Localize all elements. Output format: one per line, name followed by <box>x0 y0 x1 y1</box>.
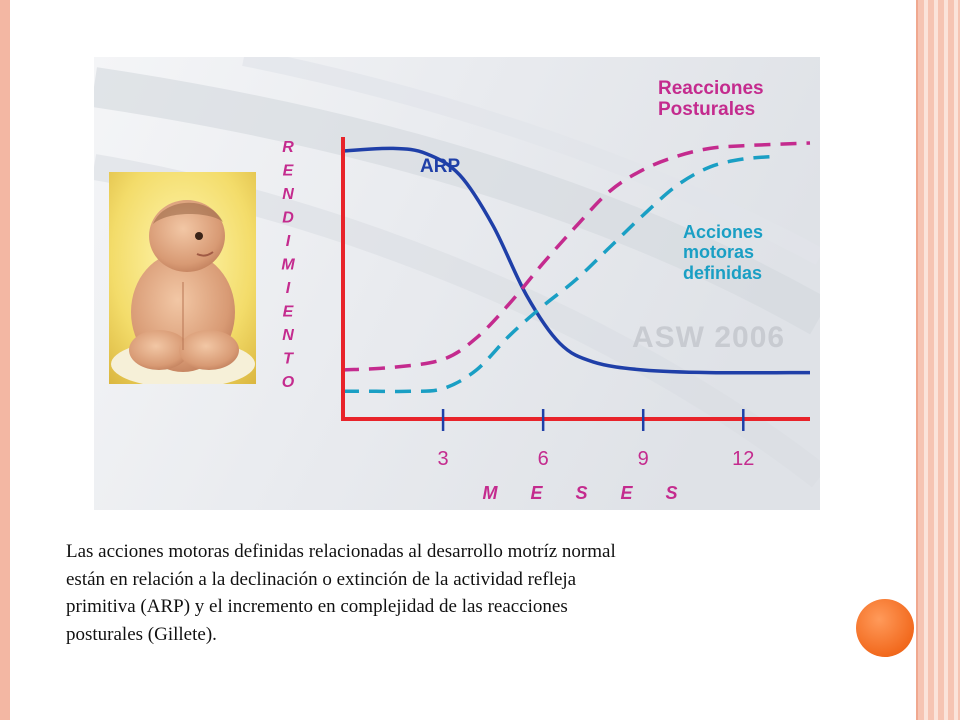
background-swoosh <box>242 57 820 265</box>
series-label-reacciones-line2: Posturales <box>658 99 755 120</box>
y-axis-label-letter: I <box>286 280 291 297</box>
x-tick-label: 12 <box>732 448 754 470</box>
series-label-reacciones-line1: Reacciones <box>658 78 764 99</box>
series-label-acciones-line3: definidas <box>683 263 762 283</box>
y-axis-label-letter: N <box>282 327 294 344</box>
y-axis-label-letter: I <box>286 233 291 250</box>
x-tick-label: 6 <box>538 448 549 470</box>
y-axis-label-letter: M <box>281 257 295 274</box>
caption-line: posturales (Gillete). <box>66 623 217 645</box>
caption-line: primitiva (ARP) y el incremento en compl… <box>66 596 568 617</box>
slide-border-inner <box>916 0 918 720</box>
series-line-acciones-motoras <box>343 154 777 394</box>
x-axis-label: M E S E S <box>482 483 691 503</box>
slide-border-right <box>918 0 960 720</box>
y-axis-label-letter: R <box>282 139 294 156</box>
x-tick-label: 3 <box>438 448 449 470</box>
y-axis-label-letter: D <box>282 210 294 227</box>
series-label-acciones-line2: motoras <box>683 242 754 262</box>
y-axis-label-letter: N <box>282 186 294 203</box>
y-axis-label-letter: O <box>282 374 295 391</box>
x-tick-label: 9 <box>638 448 649 470</box>
watermark: ASW 2006 <box>632 321 785 354</box>
caption-line: Las acciones motoras definidas relaciona… <box>66 541 616 562</box>
series-label-arp: ARP <box>420 156 460 177</box>
orange-dot-decoration <box>856 599 914 657</box>
caption-line: están en relación a la declinación o ext… <box>66 568 577 590</box>
y-axis-label-letter: E <box>283 163 295 180</box>
baby-photo <box>109 172 256 384</box>
slide-border-left <box>0 0 10 720</box>
y-axis-label-letter: E <box>283 304 295 321</box>
series-line-reacciones-posturales <box>342 141 811 372</box>
series-line-arp <box>342 146 811 375</box>
y-axis-label-letter: T <box>283 351 294 368</box>
series-label-acciones-line1: Acciones <box>683 222 763 242</box>
caption: Las acciones motoras definidas relaciona… <box>66 538 866 648</box>
